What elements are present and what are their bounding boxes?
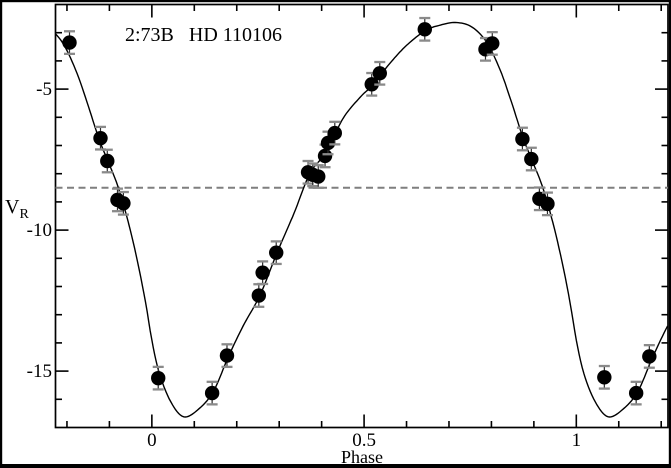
data-point [311,169,326,184]
data-point [540,196,555,212]
data-point [62,35,77,50]
data-point [364,77,379,92]
x-tick-label: 0.5 [352,430,376,451]
data-point [628,385,644,401]
y-axis-label: VR [5,196,29,223]
data-point [524,151,539,167]
data-point [515,131,530,147]
data-point [269,245,284,260]
data-point [485,36,500,51]
border-bottom [0,464,671,468]
y-tick-label: -5 [36,79,52,100]
data-point [93,130,108,146]
data-point [219,348,235,363]
data-point [251,288,267,303]
x-tick-label: 1 [572,430,582,451]
data-point [100,153,115,169]
data-point [151,370,166,386]
data-point [642,349,657,364]
y-axis-label-subscript: R [19,207,29,222]
data-point [255,265,270,280]
y-tick-label: -10 [27,220,52,241]
data-point [417,22,432,37]
data-point [372,66,387,81]
data-point [597,370,612,385]
data-point [204,385,220,401]
border-right [668,0,671,468]
y-axis-label-main: V [5,196,20,218]
x-tick-label: 0 [147,430,157,451]
plot-border [54,3,669,429]
data-point [116,196,131,211]
fitted-curve [55,21,669,418]
data-point [317,148,333,164]
border-left [0,0,3,468]
border-top [0,0,671,3]
data-point [327,125,342,141]
chart-title: 2:73B HD 110106 [125,24,283,46]
y-tick-label: -15 [27,361,52,382]
x-axis-label: Phase [341,447,383,467]
